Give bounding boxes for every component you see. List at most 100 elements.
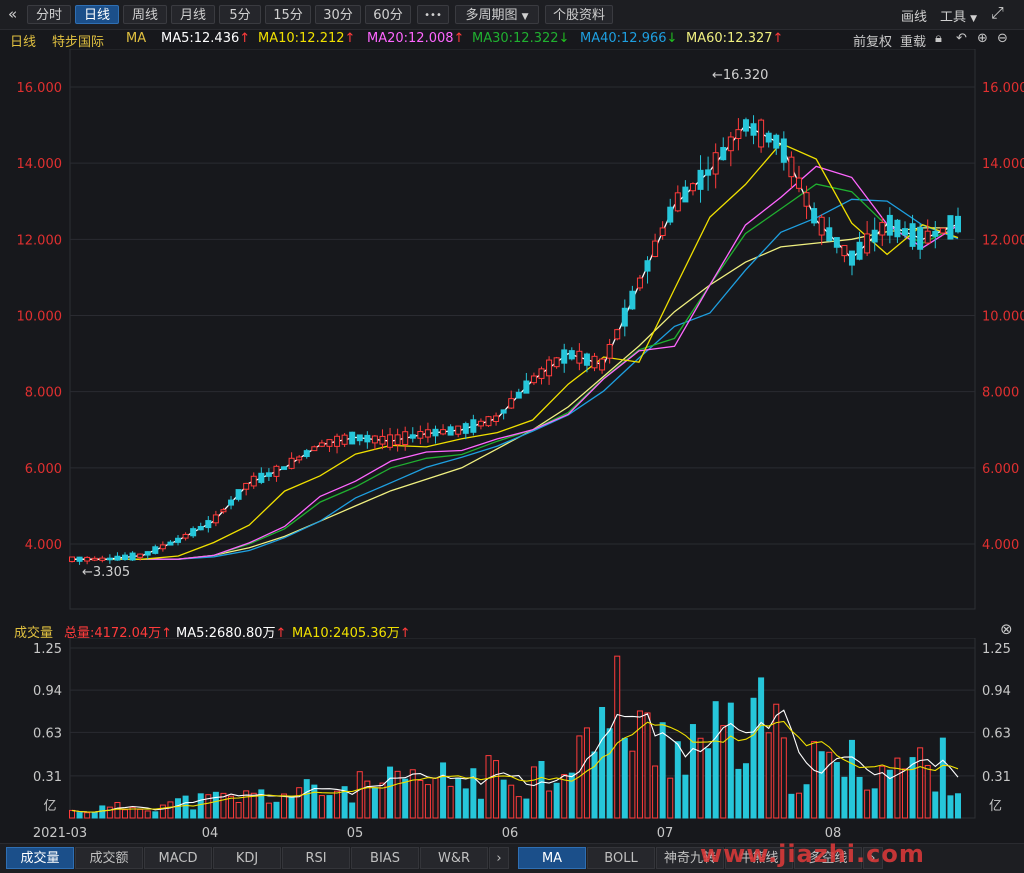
volume-bar [364, 780, 371, 819]
volume-bar [318, 795, 325, 819]
zoom-in-icon[interactable]: ⊕ [977, 31, 988, 46]
tab-long-short[interactable]: 多空线 [794, 847, 862, 869]
volume-bar [265, 802, 272, 819]
volume-ma10: MA10:2405.36万↑ [292, 626, 411, 641]
stock-info-button[interactable]: 个股资料 [545, 5, 613, 24]
volume-bar [122, 809, 129, 819]
candle-body [99, 557, 106, 561]
indicator-tab-bar: 成交量 成交额 MACD KDJ RSI BIAS W&R › MA BOLL … [0, 843, 1024, 873]
candle-body [84, 556, 91, 562]
candle-body [356, 434, 363, 442]
volume-bar [644, 712, 651, 819]
period-button-weekly[interactable]: 周线 [123, 5, 167, 24]
reset-button[interactable]: 重载 [900, 35, 927, 50]
period-button-15min[interactable]: 15分 [265, 5, 311, 24]
ma20-line [72, 165, 959, 560]
period-button-5min[interactable]: 5分 [219, 5, 261, 24]
volume-bar [735, 768, 742, 819]
candle-body [818, 216, 825, 236]
ma-label[interactable]: MA [126, 31, 147, 46]
volume-bar [455, 777, 462, 819]
candle-body [152, 546, 159, 554]
candle-body [561, 349, 568, 364]
date-tick: 05 [347, 826, 364, 841]
undo-icon[interactable]: ↶ [956, 31, 967, 46]
price-tick-left: 4.000 [25, 538, 62, 553]
candle-body [750, 123, 757, 136]
candle-body [879, 222, 886, 236]
period-button-60min[interactable]: 60分 [365, 5, 411, 24]
tab-bull-bear[interactable]: 牛熊线 [725, 847, 793, 869]
tab-turnover[interactable]: 成交额 [75, 847, 143, 869]
volume-bar [500, 779, 507, 819]
back-icon[interactable]: « [8, 5, 18, 23]
tab-wr[interactable]: W&R [420, 847, 488, 869]
tab-rsi[interactable]: RSI [282, 847, 350, 869]
candle-body [417, 431, 424, 439]
candle-body [129, 552, 136, 561]
candle-body [477, 420, 484, 427]
candle-body [341, 434, 348, 445]
candle-body [917, 226, 924, 250]
volume-bar [773, 703, 780, 819]
ma40-value: MA40:12.966↓ [580, 31, 678, 46]
more-periods-button[interactable]: ••• [417, 5, 449, 24]
volume-bar [106, 806, 113, 819]
volume-bar [114, 801, 121, 819]
volume-chart[interactable]: 1.25 1.25 0.94 0.94 0.63 0.63 0.31 0.31 亿 亿 2021-0… [0, 638, 1024, 843]
tab-magic-nine[interactable]: 神奇九转 [656, 847, 724, 869]
chevron-right-icon[interactable]: › [489, 847, 509, 869]
multi-period-dropdown[interactable]: 多周期图 ▼ [455, 5, 539, 24]
fullscreen-icon[interactable]: ⤢ [991, 3, 1004, 22]
tab-kdj[interactable]: KDJ [213, 847, 281, 869]
volume-bar [712, 701, 719, 819]
volume-bar [394, 770, 401, 819]
candle-body [288, 457, 295, 469]
candle-body [137, 553, 144, 558]
volume-bar [296, 787, 303, 819]
tab-boll[interactable]: BOLL [587, 847, 655, 869]
volume-tick-left: 0.94 [33, 684, 62, 699]
ma5-value: MA5:12.436↑ [161, 31, 251, 46]
candle-body [568, 350, 575, 360]
chevron-right-icon[interactable]: › [863, 847, 883, 869]
period-button-daily[interactable]: 日线 [75, 5, 119, 24]
candle-body [614, 329, 621, 340]
volume-bar [152, 811, 159, 819]
tab-volume[interactable]: 成交量 [6, 847, 74, 869]
volume-bar [553, 782, 560, 819]
volume-bar [250, 792, 257, 819]
candlestick-chart[interactable]: 16.00014.00012.00010.0008.0006.0004.000 … [0, 49, 1024, 621]
volume-bar [901, 768, 908, 819]
price-tick-right: 14.000 [982, 157, 1024, 172]
tab-bias[interactable]: BIAS [351, 847, 419, 869]
volume-title: 成交量 [14, 626, 54, 641]
volume-bar [341, 786, 348, 819]
volume-bar [326, 795, 333, 819]
close-icon[interactable]: ⊗ [1000, 620, 1013, 638]
chevron-down-icon: ▼ [521, 12, 529, 22]
candle-body [939, 227, 946, 234]
volume-bar [530, 766, 537, 819]
period-button-intraday[interactable]: 分时 [27, 5, 71, 24]
adjust-button[interactable]: 前复权 [853, 35, 893, 50]
candle-body [636, 277, 643, 289]
volume-bar [379, 782, 386, 819]
period-button-30min[interactable]: 30分 [315, 5, 361, 24]
tab-macd[interactable]: MACD [144, 847, 212, 869]
period-button-monthly[interactable]: 月线 [171, 5, 215, 24]
zoom-out-icon[interactable]: ⊖ [997, 31, 1008, 46]
candle-body [735, 129, 742, 139]
candle-body [712, 152, 719, 175]
tab-ma[interactable]: MA [518, 847, 586, 869]
candle-body [296, 456, 303, 461]
candle-body [326, 439, 333, 447]
volume-bar [243, 790, 250, 819]
low-annotation: ←3.305 [82, 565, 130, 580]
draw-line-button[interactable]: 画线 [901, 10, 928, 25]
candle-body [955, 215, 961, 233]
volume-bar [175, 798, 182, 819]
volume-bar [190, 809, 197, 819]
lock-icon[interactable]: 🔒︎ [935, 31, 942, 46]
tools-dropdown[interactable]: 工具 ▼ [940, 6, 977, 25]
